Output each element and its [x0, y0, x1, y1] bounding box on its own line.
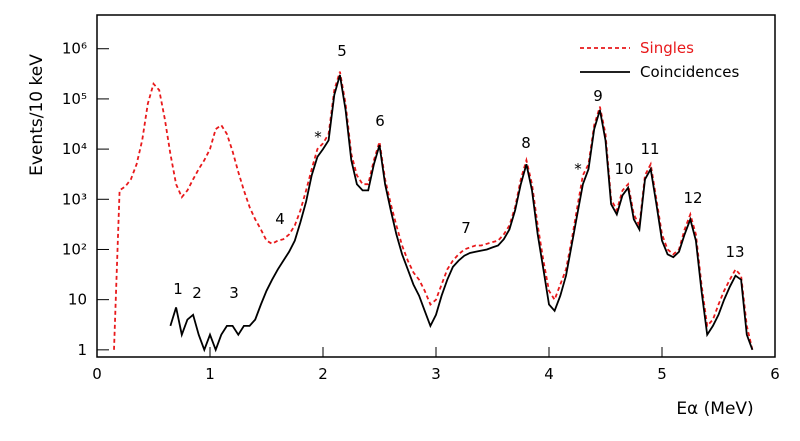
- y-tick-label: 10⁵: [62, 90, 87, 108]
- series-line: [113, 71, 754, 351]
- peak-label: *: [574, 160, 582, 178]
- peak-label: 10: [614, 160, 633, 178]
- y-tick-label: 10³: [62, 190, 87, 208]
- peak-label: 3: [229, 284, 239, 302]
- x-axis-title: Eα (MeV): [676, 399, 753, 419]
- x-tick-label: 4: [544, 365, 554, 383]
- peak-label: 12: [683, 189, 702, 207]
- peak-label: 4: [275, 210, 285, 228]
- peak-label: 6: [375, 112, 385, 130]
- peak-label: 8: [521, 134, 531, 152]
- x-tick-label: 0: [92, 365, 102, 383]
- y-axis-title: Events/10 keV: [27, 54, 47, 176]
- peak-label: *: [314, 128, 322, 146]
- peak-label: 11: [640, 140, 659, 158]
- peak-label: 13: [725, 243, 744, 261]
- x-tick-label: 3: [431, 365, 441, 383]
- series-line: [169, 74, 754, 353]
- y-tick-label: 1: [77, 341, 87, 359]
- x-tick-label: 5: [657, 365, 667, 383]
- peak-label: 5: [337, 42, 347, 60]
- y-tick-label: 10⁴: [62, 140, 87, 158]
- peak-label: 9: [593, 87, 603, 105]
- peak-label: 7: [461, 219, 471, 237]
- legend-label: Coincidences: [640, 63, 739, 81]
- x-tick-label: 2: [318, 365, 328, 383]
- peak-label: 2: [192, 284, 202, 302]
- y-tick-label: 10⁶: [62, 40, 87, 58]
- y-tick-label: 10²: [62, 240, 87, 258]
- legend-label: Singles: [640, 39, 694, 57]
- y-tick-label: 10: [68, 291, 87, 309]
- peak-label: 1: [173, 280, 183, 298]
- x-tick-label: 6: [770, 365, 780, 383]
- x-tick-label: 1: [205, 365, 215, 383]
